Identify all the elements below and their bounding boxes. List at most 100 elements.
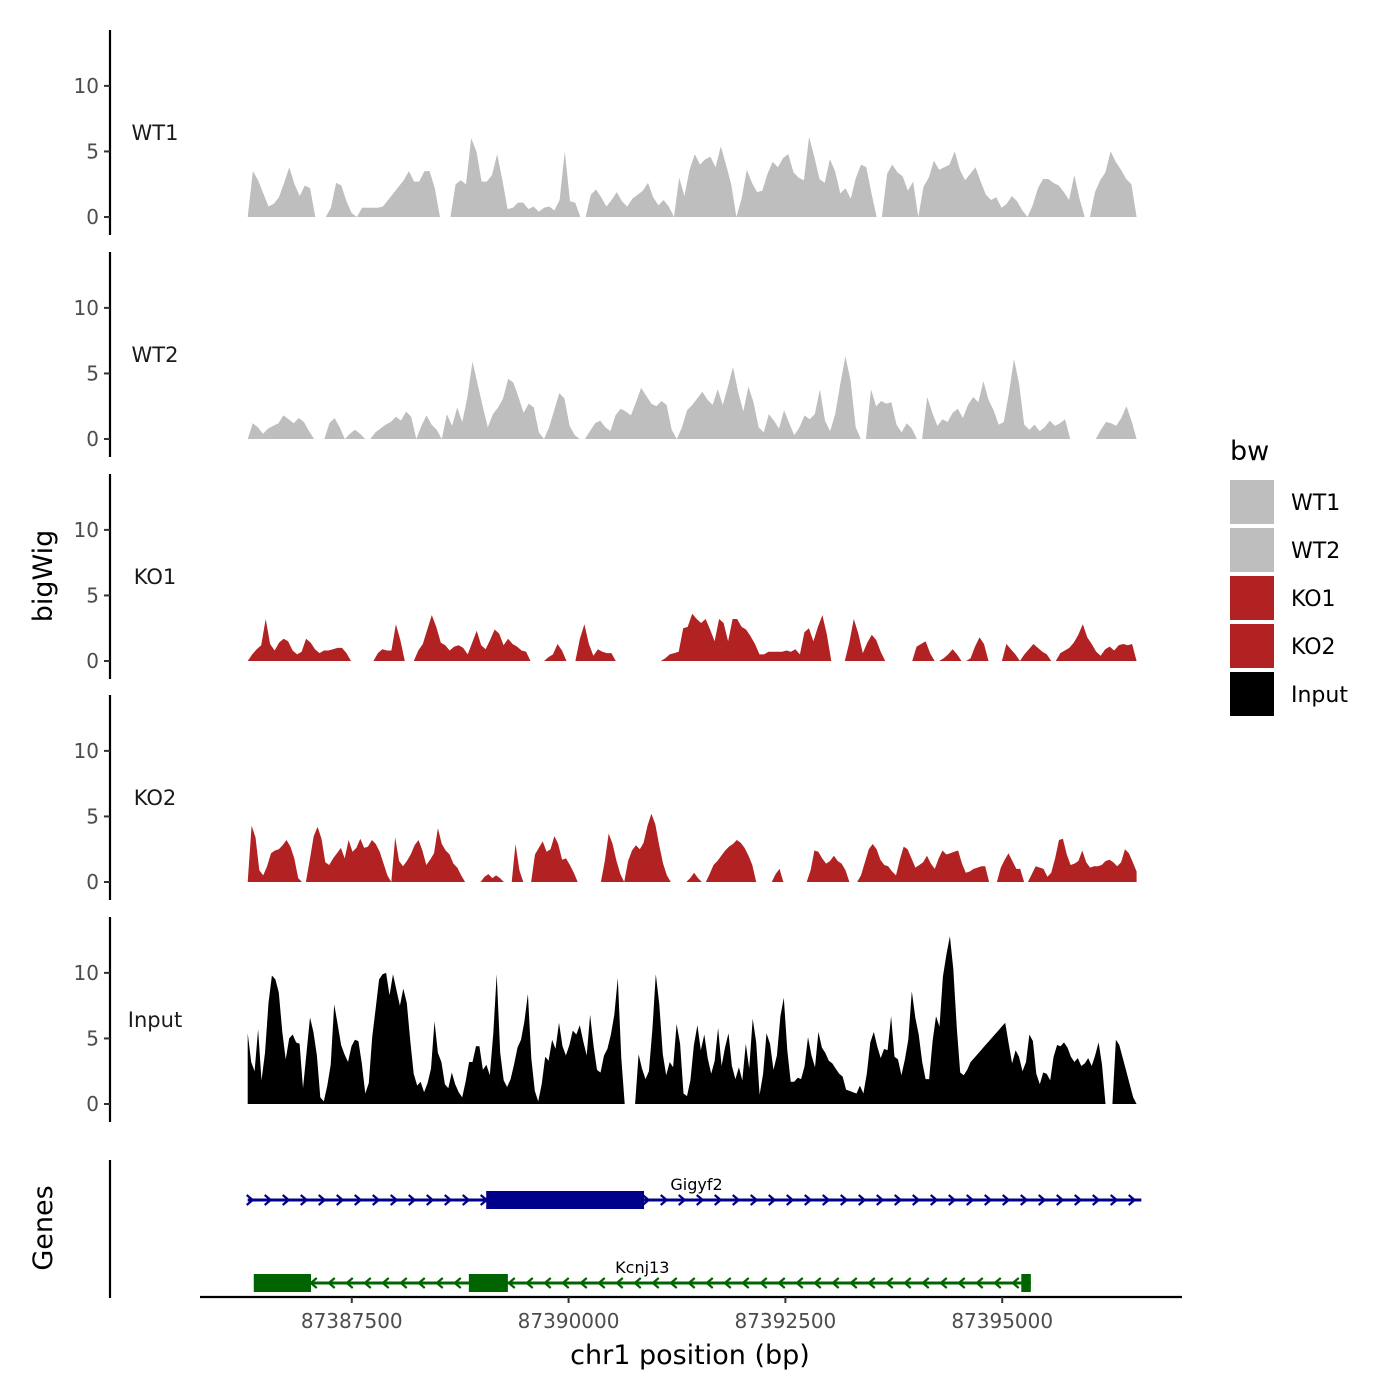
y-tick-label: 5	[86, 583, 99, 607]
y-tick-label: 0	[86, 427, 99, 451]
y-tick-label: 0	[86, 1092, 99, 1116]
strand-chevron	[929, 1194, 939, 1206]
y-tick-label: 10	[74, 518, 99, 542]
exon-block	[253, 1274, 312, 1292]
x-tick-label: 87392500	[734, 1309, 836, 1333]
strand-chevron	[831, 1277, 840, 1289]
strand-chevron	[1037, 1194, 1047, 1206]
signal-area-wt2	[247, 356, 1137, 439]
strand-chevron	[245, 1194, 255, 1206]
exon-block	[486, 1191, 645, 1209]
strand-chevron	[651, 1277, 660, 1289]
signal-area-ko1	[247, 613, 1137, 661]
y-tick-label: 10	[74, 961, 99, 985]
legend-label: Input	[1291, 683, 1348, 708]
x-axis-title: chr1 position (bp)	[570, 1340, 810, 1371]
strand-chevron	[615, 1277, 624, 1289]
strand-chevron	[785, 1194, 795, 1206]
legend-label: KO2	[1291, 635, 1336, 660]
y-tick-label: 10	[74, 74, 99, 98]
strand-chevron	[677, 1194, 687, 1206]
gene-label: Gigyf2	[670, 1175, 722, 1194]
strand-chevron	[525, 1277, 534, 1289]
legend-swatch-ko1	[1230, 576, 1274, 620]
strand-chevron	[839, 1194, 849, 1206]
strand-chevron	[867, 1277, 876, 1289]
strand-chevron	[965, 1194, 975, 1206]
gene-label: Kcnj13	[615, 1258, 669, 1277]
exon-block	[1021, 1274, 1031, 1292]
strand-chevron	[399, 1277, 408, 1289]
strand-chevron	[1001, 1194, 1011, 1206]
strand-chevron	[705, 1277, 714, 1289]
panel-ko2: 0 5 10 KO2	[74, 695, 1137, 900]
signal-area-wt1	[247, 137, 1137, 217]
strand-chevron	[1073, 1194, 1083, 1206]
strand-chevron	[453, 1277, 462, 1289]
strand-chevron	[669, 1277, 678, 1289]
strand-chevron	[1091, 1194, 1101, 1206]
panel-ko1: 0 5 10 KO1	[74, 474, 1137, 679]
strand-chevron	[327, 1277, 336, 1289]
strand-chevron	[579, 1277, 588, 1289]
x-tick-label: 87390000	[518, 1309, 620, 1333]
x-tick-label: 87387500	[301, 1309, 403, 1333]
legend-title: bw	[1230, 436, 1269, 467]
gene-track: Gigyf2 Kcnj13	[108, 1160, 1142, 1298]
legend-label: WT1	[1291, 491, 1340, 516]
strand-chevron	[443, 1194, 453, 1206]
y-tick-label: 0	[86, 649, 99, 673]
strand-chevron	[407, 1194, 417, 1206]
strand-chevron	[281, 1194, 291, 1206]
legend: WT1 WT2 KO1 KO2 Input	[1230, 480, 1348, 716]
strand-chevron	[885, 1277, 894, 1289]
track-label-ko2: KO2	[134, 786, 177, 810]
strand-chevron	[371, 1194, 381, 1206]
strand-chevron	[597, 1277, 606, 1289]
legend-label: WT2	[1291, 539, 1340, 564]
gene-gigyf2: Gigyf2	[245, 1175, 1142, 1209]
y-tick-label: 5	[86, 804, 99, 828]
y-tick-label: 10	[74, 296, 99, 320]
legend-swatch-ko2	[1230, 624, 1274, 668]
strand-chevron	[1109, 1194, 1119, 1206]
strand-chevron	[911, 1194, 921, 1206]
legend-label: KO1	[1291, 587, 1336, 612]
strand-chevron	[1055, 1194, 1065, 1206]
strand-chevron	[1011, 1277, 1020, 1289]
strand-chevron	[335, 1194, 345, 1206]
strand-chevron	[507, 1277, 516, 1289]
strand-chevron	[1019, 1194, 1029, 1206]
strand-chevron	[903, 1277, 912, 1289]
strand-chevron	[731, 1194, 741, 1206]
y-axis-title: bigWig	[28, 530, 59, 623]
y-tick-label: 0	[86, 205, 99, 229]
track-label-ko1: KO1	[134, 565, 177, 589]
strand-chevron	[695, 1194, 705, 1206]
strand-chevron	[687, 1277, 696, 1289]
strand-chevron	[921, 1277, 930, 1289]
x-tick-label: 87395000	[951, 1309, 1053, 1333]
strand-chevron	[1127, 1194, 1137, 1206]
track-label-wt2: WT2	[132, 343, 179, 367]
y-tick-label: 10	[74, 739, 99, 763]
genes-axis-title: Genes	[28, 1185, 59, 1270]
strand-chevron	[263, 1194, 273, 1206]
signal-area-ko2	[247, 813, 1137, 882]
strand-chevron	[939, 1277, 948, 1289]
strand-chevron	[875, 1194, 885, 1206]
strand-chevron	[947, 1194, 957, 1206]
y-tick-label: 0	[86, 870, 99, 894]
strand-chevron	[813, 1277, 822, 1289]
strand-chevron	[299, 1194, 309, 1206]
strand-chevron	[983, 1194, 993, 1206]
track-label-wt1: WT1	[132, 121, 179, 145]
track-panels: 0 5 10 WT1 0 5 10 WT2 0 5 10 KO1 0 5 10 KO2 0 5 10 Input	[74, 30, 1137, 1122]
strand-chevron	[767, 1194, 777, 1206]
strand-chevron	[713, 1194, 723, 1206]
y-tick-label: 5	[86, 361, 99, 385]
strand-chevron	[821, 1194, 831, 1206]
strand-chevron	[659, 1194, 669, 1206]
strand-chevron	[417, 1277, 426, 1289]
x-axis: 87387500 87390000 87392500 87395000	[200, 1295, 1182, 1333]
